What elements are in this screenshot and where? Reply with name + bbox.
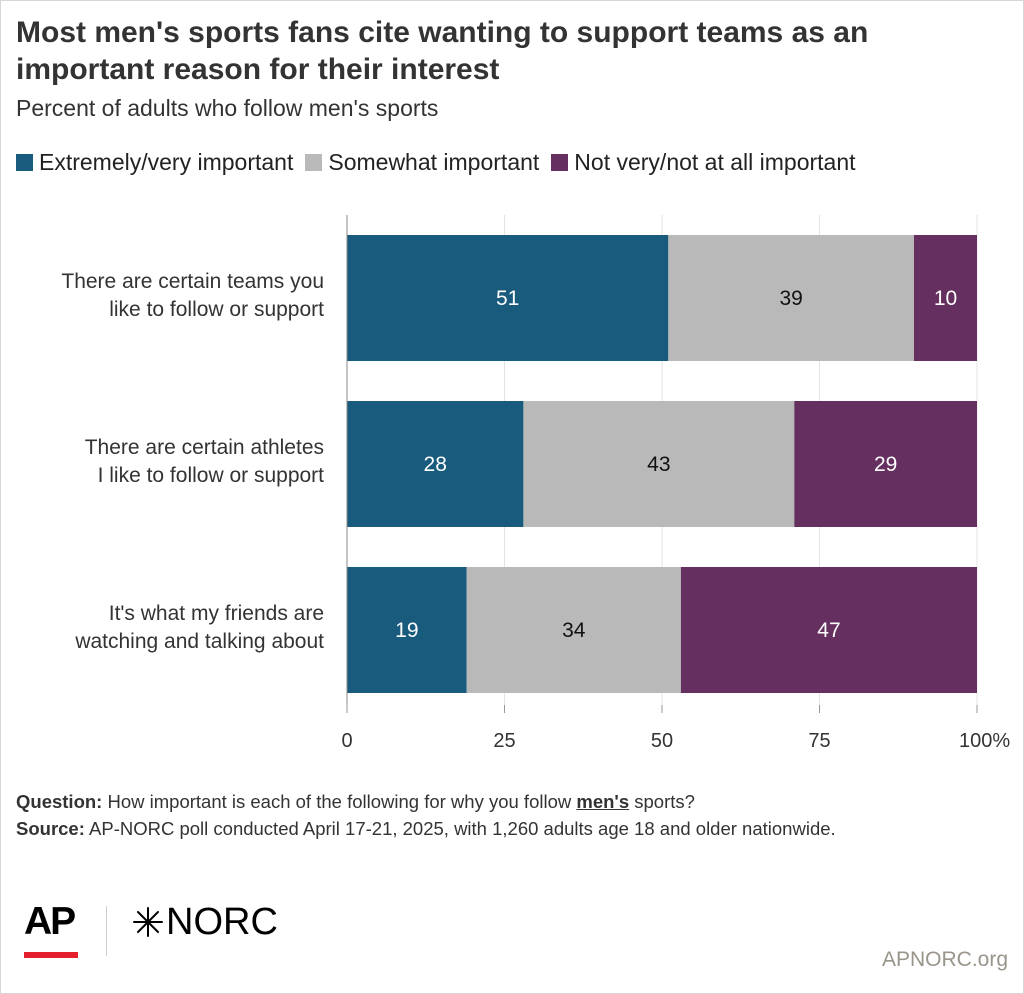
norc-logo: NORC [130, 900, 278, 944]
bar-2-3 [794, 401, 977, 527]
question-note: Question: How important is each of the f… [16, 791, 695, 812]
bar-3-1 [347, 567, 467, 693]
legend-label-extremely: Extremely/very important [39, 148, 294, 175]
legend-item-not: Not very/not at all important [551, 148, 856, 176]
tick-label-0: 0 [341, 730, 352, 752]
legend: Extremely/very important Somewhat import… [16, 144, 868, 180]
ap-logo-bar [24, 952, 78, 958]
data-label-1-2: 39 [779, 287, 802, 310]
data-label-3-3: 47 [817, 619, 840, 642]
legend-swatch-extremely [16, 153, 33, 171]
ap-logo: AP [24, 900, 76, 943]
tick-label-75: 75 [808, 730, 830, 752]
tick-label-50: 50 [651, 730, 673, 752]
footnotes: Question: How important is each of the f… [16, 788, 1006, 842]
bar-1-2 [668, 235, 914, 361]
site-url: APNORC.org [881, 948, 1008, 971]
stacked-bar-chart: 51 39 10 28 43 29 19 34 47 0 25 50 75 100% [341, 215, 1010, 752]
category-label-2: There are certain athletes I like to foll… [84, 436, 324, 487]
legend-item-somewhat: Somewhat important [305, 149, 539, 176]
data-label-2-1: 28 [424, 453, 447, 476]
bar-3-3 [680, 567, 977, 693]
asterisk-star-icon [133, 907, 163, 937]
legend-swatch-somewhat [305, 153, 323, 171]
data-label-1-3: 10 [934, 287, 957, 310]
chart-title: Most men's sports fans cite wanting to s… [16, 16, 869, 86]
tick-label-25: 25 [493, 730, 515, 752]
bar-2-2 [523, 401, 795, 527]
norc-logo-text: NORC [166, 901, 278, 943]
data-label-2-2: 43 [647, 453, 670, 476]
category-label-3: It's what my friends are watching and tal… [75, 602, 324, 653]
data-label-3-1: 19 [395, 619, 418, 642]
legend-item-extremely: Extremely/very important [16, 149, 293, 176]
legend-label-somewhat: Somewhat important [328, 148, 540, 175]
data-label-1-1: 51 [496, 287, 519, 310]
bar-1-3 [914, 235, 977, 361]
chart-subtitle: Percent of adults who follow men's sport… [16, 95, 439, 121]
tick-label-100: 100% [959, 730, 1010, 752]
data-label-3-2: 34 [562, 619, 586, 642]
source-note: Source: AP-NORC poll conducted April 17-… [16, 818, 836, 839]
legend-swatch-not [551, 153, 569, 171]
bar-3-2 [466, 567, 681, 693]
bar-1-1 [347, 235, 669, 361]
legend-label-not: Not very/not at all important [574, 148, 856, 175]
bar-2-1 [347, 401, 524, 527]
logo-divider [106, 906, 107, 956]
data-label-2-3: 29 [874, 453, 897, 476]
category-label-1: There are certain teams you like to follo… [61, 270, 324, 321]
